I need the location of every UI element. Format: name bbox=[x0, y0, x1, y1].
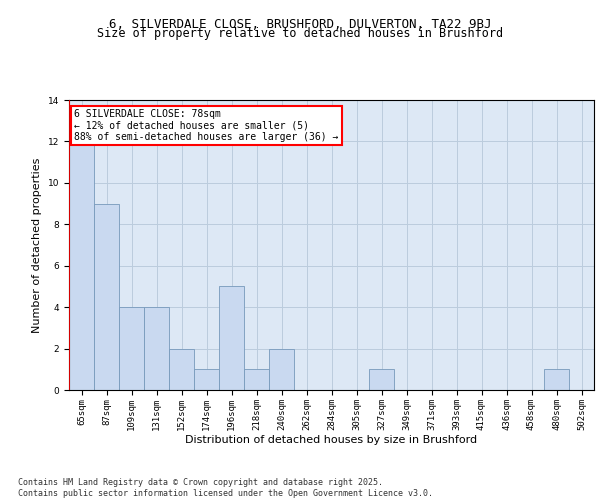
Bar bbox=[219, 286, 244, 390]
X-axis label: Distribution of detached houses by size in Brushford: Distribution of detached houses by size … bbox=[185, 436, 478, 446]
Text: 6, SILVERDALE CLOSE, BRUSHFORD, DULVERTON, TA22 9BJ: 6, SILVERDALE CLOSE, BRUSHFORD, DULVERTO… bbox=[109, 18, 491, 30]
Text: 6 SILVERDALE CLOSE: 78sqm
← 12% of detached houses are smaller (5)
88% of semi-d: 6 SILVERDALE CLOSE: 78sqm ← 12% of detac… bbox=[74, 108, 338, 142]
Bar bbox=[94, 204, 119, 390]
Bar bbox=[69, 142, 94, 390]
Bar bbox=[369, 370, 394, 390]
Bar bbox=[244, 370, 269, 390]
Bar bbox=[119, 307, 144, 390]
Bar bbox=[269, 348, 294, 390]
Y-axis label: Number of detached properties: Number of detached properties bbox=[32, 158, 42, 332]
Bar bbox=[144, 307, 169, 390]
Text: Size of property relative to detached houses in Brushford: Size of property relative to detached ho… bbox=[97, 28, 503, 40]
Text: Contains HM Land Registry data © Crown copyright and database right 2025.
Contai: Contains HM Land Registry data © Crown c… bbox=[18, 478, 433, 498]
Bar bbox=[544, 370, 569, 390]
Bar bbox=[194, 370, 219, 390]
Bar bbox=[169, 348, 194, 390]
